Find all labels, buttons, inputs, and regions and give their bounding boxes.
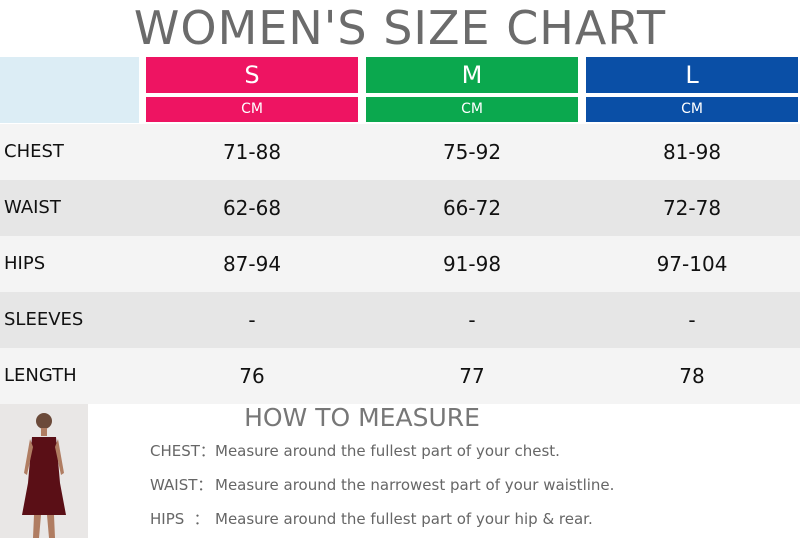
size-value: 97-104 bbox=[656, 252, 728, 276]
header-corner bbox=[0, 57, 139, 123]
table-row: WAIST 62-68 66-72 72-78 bbox=[0, 180, 800, 236]
size-value: 81-98 bbox=[662, 140, 722, 164]
table-row: HIPS 87-94 91-98 97-104 bbox=[0, 236, 800, 292]
size-value: - bbox=[688, 308, 696, 332]
size-value: 66-72 bbox=[442, 196, 502, 220]
measure-label: HIPS ： bbox=[150, 510, 209, 528]
row-label: HIPS bbox=[4, 253, 46, 274]
size-value: 72-78 bbox=[662, 196, 722, 220]
unit-header: CM bbox=[366, 97, 578, 122]
table-row: CHEST 71-88 75-92 81-98 bbox=[0, 124, 800, 180]
size-value: 77 bbox=[459, 364, 485, 388]
measure-text: Measure around the fullest part of your … bbox=[215, 442, 560, 460]
row-label: WAIST bbox=[4, 197, 61, 218]
size-header: M bbox=[366, 57, 578, 93]
measure-label: CHEST： bbox=[150, 442, 215, 460]
row-label: LENGTH bbox=[4, 365, 77, 386]
page-title: WOMEN'S SIZE CHART bbox=[133, 1, 667, 55]
size-value: 71-88 bbox=[222, 140, 282, 164]
unit-header: CM bbox=[146, 97, 358, 122]
size-value: - bbox=[468, 308, 476, 332]
size-value: 91-98 bbox=[442, 252, 502, 276]
model-photo bbox=[0, 403, 88, 538]
measure-text: Measure around the fullest part of your … bbox=[215, 510, 593, 528]
table-row: SLEEVES - - - bbox=[0, 292, 800, 348]
size-value: 62-68 bbox=[222, 196, 282, 220]
size-value: 76 bbox=[239, 364, 265, 388]
size-header: L bbox=[586, 57, 798, 93]
unit-header: CM bbox=[586, 97, 798, 122]
size-value: - bbox=[248, 308, 256, 332]
size-value: 75-92 bbox=[442, 140, 502, 164]
row-label: CHEST bbox=[4, 141, 64, 162]
size-value: 78 bbox=[679, 364, 705, 388]
size-value: 87-94 bbox=[222, 252, 282, 276]
measure-label: WAIST： bbox=[150, 476, 213, 494]
size-header: S bbox=[146, 57, 358, 93]
row-label: SLEEVES bbox=[4, 309, 84, 330]
measure-text: Measure around the narrowest part of you… bbox=[215, 476, 615, 494]
measure-title: HOW TO MEASURE bbox=[244, 403, 480, 432]
table-row: LENGTH 76 77 78 bbox=[0, 348, 800, 404]
